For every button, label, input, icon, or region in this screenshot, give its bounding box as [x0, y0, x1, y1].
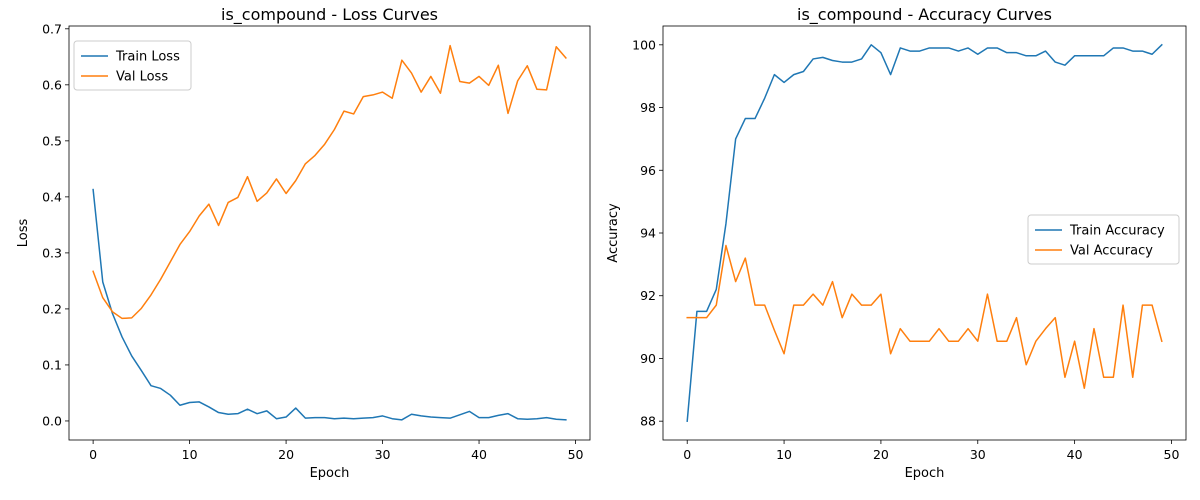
legend: Train Loss Val Loss: [73, 40, 192, 91]
x-tick-label: 10: [182, 447, 198, 462]
legend-label: Val Accuracy: [1070, 244, 1153, 259]
x-tick-label: 20: [278, 447, 294, 462]
x-tick-label: 50: [1164, 447, 1180, 462]
legend-label: Val Loss: [116, 70, 168, 85]
y-axis-label: Loss: [16, 219, 31, 248]
y-tick-label: 0.4: [42, 189, 62, 204]
accuracy-chart: 0 10 20 30 40 50 88 90 92 94 96 98 100 is_compound - …: [606, 5, 1187, 481]
y-tick-label: 92: [640, 288, 656, 303]
chart-title: is_compound - Accuracy Curves: [797, 5, 1052, 25]
legend-box: [1027, 214, 1180, 265]
x-tick-label: 40: [1067, 447, 1083, 462]
series-line-val-accuracy: [686, 244, 1163, 389]
legend-label: Train Accuracy: [1069, 224, 1165, 239]
y-tick-label: 0.7: [42, 21, 62, 36]
x-tick-label: 0: [89, 447, 97, 462]
y-tick-label: 0.6: [42, 77, 62, 92]
x-axis-label: Epoch: [310, 466, 350, 481]
y-tick-label: 0.1: [42, 357, 62, 372]
series-line-train-accuracy: [686, 43, 1163, 422]
chart-title: is_compound - Loss Curves: [221, 5, 438, 25]
y-tick-label: 88: [640, 414, 656, 429]
x-tick-label: 30: [375, 447, 391, 462]
legend-label: Train Loss: [115, 50, 180, 65]
x-tick-label: 20: [873, 447, 889, 462]
y-axis-label: Accuracy: [606, 203, 621, 263]
y-tick-label: 96: [640, 163, 656, 178]
legend: Train Accuracy Val Accuracy: [1027, 214, 1180, 265]
y-tick-label: 0.5: [42, 133, 62, 148]
y-tick-label: 90: [640, 351, 656, 366]
x-tick-label: 50: [568, 447, 584, 462]
series-line-train-loss: [92, 188, 567, 421]
y-tick-label: 98: [640, 100, 656, 115]
x-tick-label: 40: [471, 447, 487, 462]
x-axis-label: Epoch: [905, 466, 945, 481]
series-line-val-loss: [92, 44, 567, 320]
y-tick-label: 94: [640, 226, 656, 241]
y-tick-label: 100: [632, 37, 656, 52]
x-tick-label: 0: [683, 447, 691, 462]
legend-box: [73, 40, 192, 91]
y-tick-label: 0.3: [42, 245, 62, 260]
y-tick-label: 0.2: [42, 301, 62, 316]
loss-chart: 0 10 20 30 40 50 0.0 0.1 0.2 0.3 0.4 0.5 0.6 0.7 is_co…: [16, 5, 591, 481]
y-tick-label: 0.0: [42, 413, 62, 428]
x-tick-label: 10: [776, 447, 792, 462]
x-tick-label: 30: [970, 447, 986, 462]
axes-frame: [68, 25, 591, 441]
